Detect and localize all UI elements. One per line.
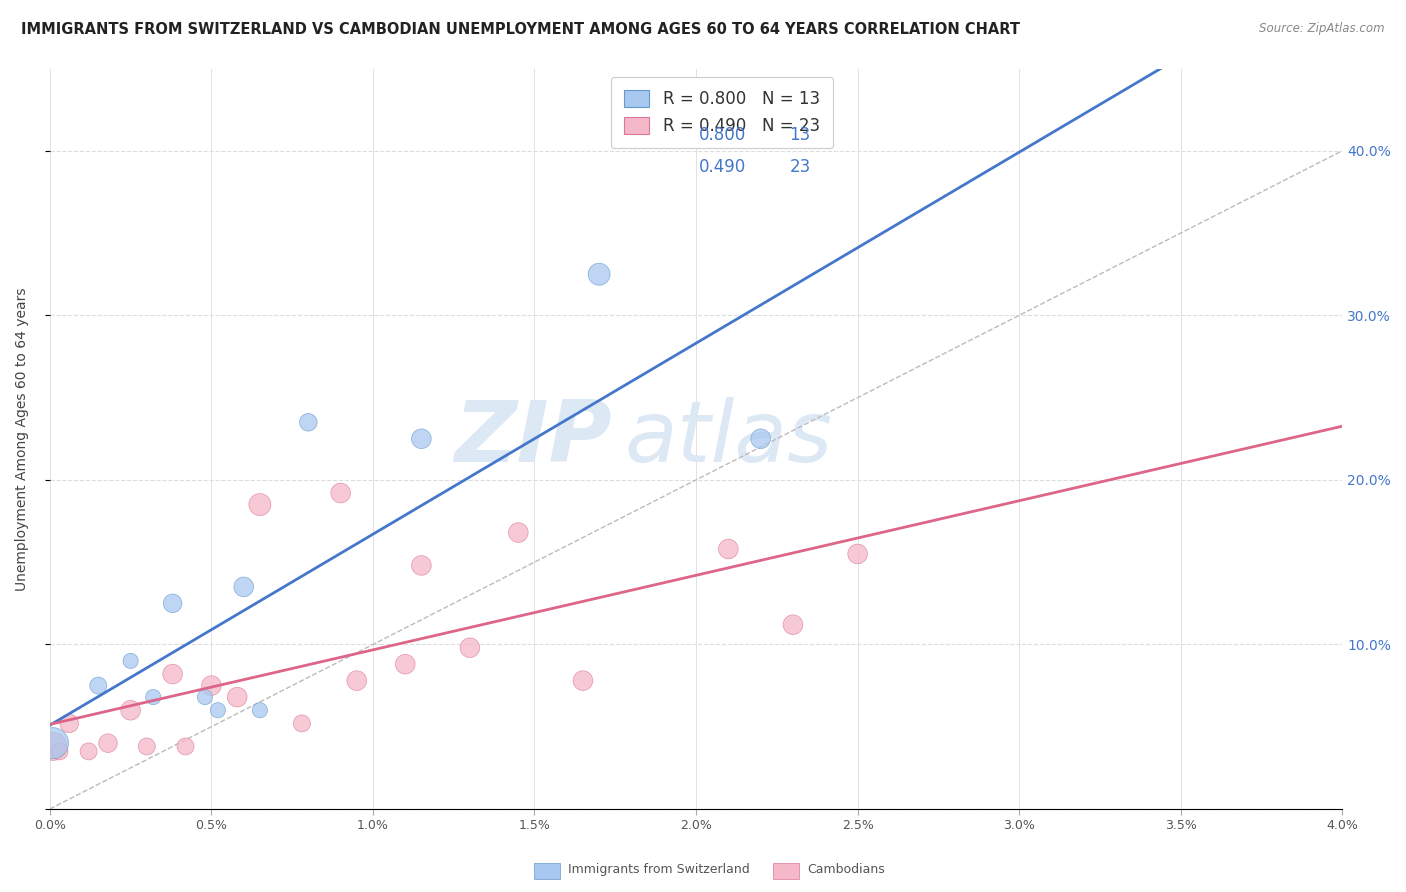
Point xyxy=(42,736,65,750)
Point xyxy=(249,703,271,717)
Point xyxy=(120,703,142,717)
Text: 0.800: 0.800 xyxy=(699,127,747,145)
Point xyxy=(782,617,804,632)
Point xyxy=(174,739,197,754)
Point xyxy=(120,654,142,668)
Text: Immigrants from Switzerland: Immigrants from Switzerland xyxy=(568,863,749,876)
Point xyxy=(162,596,184,610)
Point xyxy=(249,498,271,512)
Point xyxy=(846,547,869,561)
Point xyxy=(207,703,229,717)
Point xyxy=(87,679,110,693)
Point xyxy=(508,525,530,540)
Point xyxy=(572,673,595,688)
Text: 13: 13 xyxy=(790,127,811,145)
Text: ZIP: ZIP xyxy=(454,397,612,480)
Y-axis label: Unemployment Among Ages 60 to 64 years: Unemployment Among Ages 60 to 64 years xyxy=(15,287,30,591)
Point xyxy=(135,739,157,754)
Point xyxy=(194,690,217,704)
Text: Source: ZipAtlas.com: Source: ZipAtlas.com xyxy=(1260,22,1385,36)
Point xyxy=(162,667,184,681)
Point xyxy=(346,673,368,688)
Point xyxy=(394,657,416,672)
Point xyxy=(458,640,481,655)
Text: 23: 23 xyxy=(790,158,811,176)
Text: atlas: atlas xyxy=(624,397,832,480)
Text: IMMIGRANTS FROM SWITZERLAND VS CAMBODIAN UNEMPLOYMENT AMONG AGES 60 TO 64 YEARS : IMMIGRANTS FROM SWITZERLAND VS CAMBODIAN… xyxy=(21,22,1021,37)
Text: 0.490: 0.490 xyxy=(699,158,747,176)
Point xyxy=(48,744,70,758)
Point xyxy=(717,541,740,556)
Point xyxy=(226,690,249,704)
Point xyxy=(588,267,610,281)
Point xyxy=(142,690,165,704)
Point xyxy=(97,736,120,750)
Point xyxy=(291,716,314,731)
Point xyxy=(42,739,65,754)
Text: Cambodians: Cambodians xyxy=(807,863,884,876)
Point xyxy=(232,580,254,594)
Point xyxy=(411,558,433,573)
Point xyxy=(329,486,352,500)
Point xyxy=(411,432,433,446)
Legend: R = 0.800   N = 13, R = 0.490   N = 23: R = 0.800 N = 13, R = 0.490 N = 23 xyxy=(610,77,832,148)
Point xyxy=(749,432,772,446)
Point xyxy=(200,679,222,693)
Point xyxy=(77,744,100,758)
Point xyxy=(58,716,80,731)
Point xyxy=(297,415,319,429)
